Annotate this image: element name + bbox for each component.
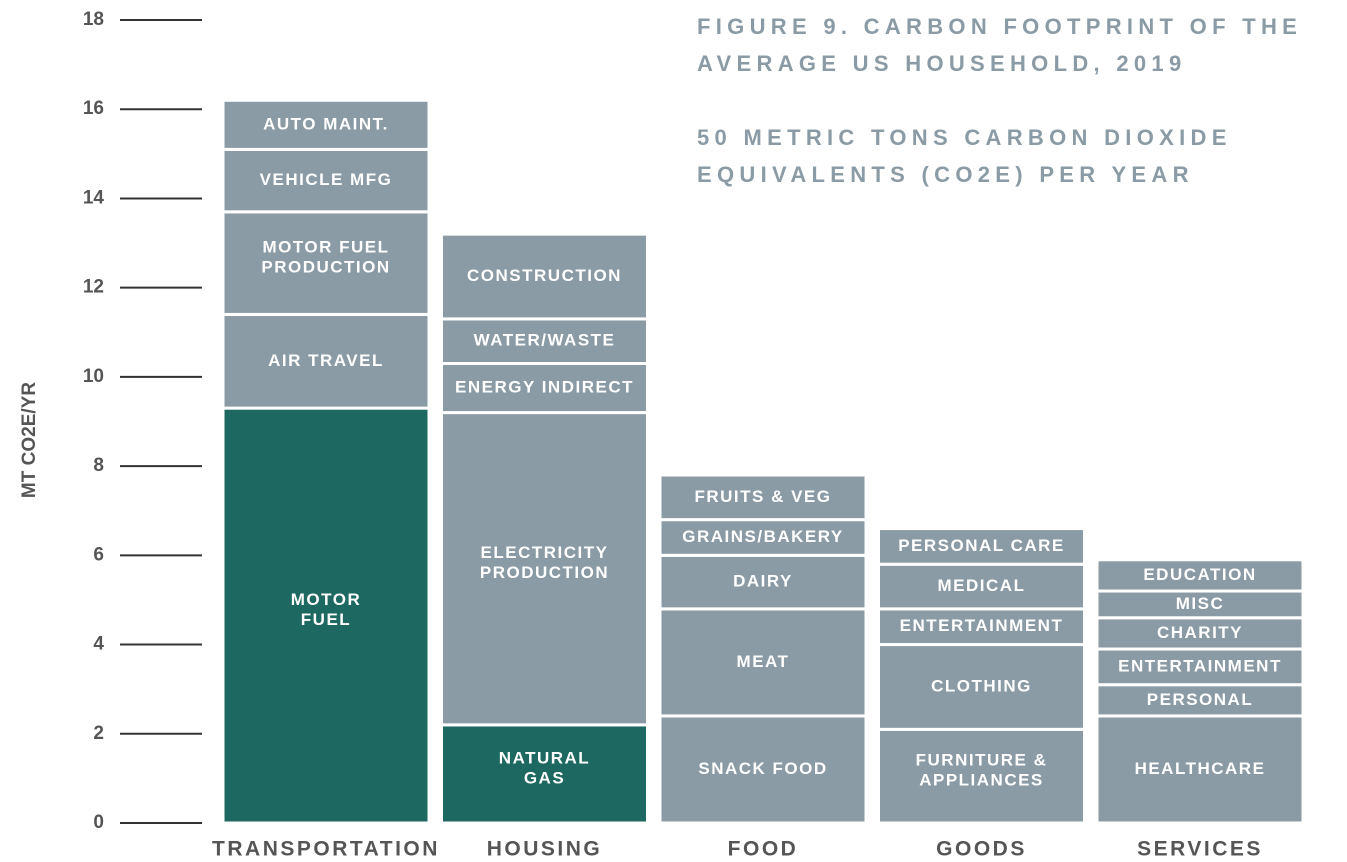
bar-segment	[221, 98, 431, 151]
segment-label: CHARITY	[1157, 623, 1243, 642]
bar-segment	[440, 317, 649, 366]
bar-segment	[658, 714, 868, 825]
segment-label: ENTERTAINMENT	[1118, 656, 1282, 675]
segment-label: FRUITS & VEG	[694, 487, 831, 506]
segment-label: ENERGY INDIRECT	[455, 378, 634, 397]
bar-segment	[877, 727, 1086, 825]
segment-label: CLOTHING	[931, 676, 1032, 695]
segment-label: AIR TRAVEL	[268, 351, 384, 370]
x-tick-label: FOOD	[728, 838, 799, 861]
y-tick-label: 18	[83, 9, 104, 30]
segment-label: APPLIANCES	[919, 771, 1044, 790]
segment-label: VEHICLE MFG	[260, 170, 393, 189]
segment-label: GRAINS/BAKERY	[682, 527, 844, 546]
x-tick-label: GOODS	[936, 838, 1027, 861]
segment-label: FUEL	[301, 610, 351, 629]
segment-label: PERSONAL CARE	[898, 536, 1065, 555]
segment-label: MEDICAL	[938, 576, 1026, 595]
y-tick-label: 14	[83, 187, 105, 208]
bar-segment	[440, 232, 649, 321]
bar-segment	[440, 411, 649, 727]
bar-segment	[877, 643, 1086, 731]
y-tick-label: 8	[93, 455, 104, 476]
bar-segment	[658, 553, 868, 611]
bar-segment	[1095, 683, 1305, 718]
y-tick-label: 16	[83, 98, 104, 119]
bar-segment	[1095, 558, 1305, 593]
segment-label: MISC	[1176, 594, 1225, 613]
segment-label: PERSONAL	[1147, 690, 1253, 709]
chart-subtitle: EQUIVALENTS (CO2E) PER YEAR	[697, 162, 1194, 187]
chart-subtitle: 50 METRIC TONS CARBON DIOXIDE	[697, 125, 1232, 150]
y-tick-label: 10	[83, 366, 104, 387]
segment-label: MEAT	[737, 652, 790, 671]
segment-label: SNACK FOOD	[698, 759, 827, 778]
y-tick-label: 12	[83, 277, 104, 298]
bar-segment	[221, 147, 431, 214]
segment-label: PRODUCTION	[261, 258, 390, 277]
segment-label: ELECTRICITY	[481, 543, 609, 562]
segment-label: AUTO MAINT.	[263, 114, 389, 133]
segment-label: MOTOR FUEL	[262, 238, 389, 257]
bar-segment	[440, 723, 649, 825]
segment-label: HEALTHCARE	[1135, 759, 1266, 778]
bar-segment	[658, 473, 868, 522]
segment-label: WATER/WASTE	[474, 331, 616, 350]
x-tick-label: TRANSPORTATION	[212, 838, 440, 861]
segment-label: FURNITURE &	[916, 751, 1048, 770]
y-tick-label: 6	[93, 544, 104, 565]
chart-title: AVERAGE US HOUSEHOLD, 2019	[697, 51, 1186, 76]
segment-label: CONSTRUCTION	[467, 266, 622, 285]
segment-label: MOTOR	[291, 590, 361, 609]
bar-segment	[1095, 589, 1305, 620]
chart-title: FIGURE 9. CARBON FOOTPRINT OF THE	[697, 14, 1302, 39]
bar-segment	[877, 527, 1086, 566]
segment-label: PRODUCTION	[480, 563, 609, 582]
x-tick-label: HOUSING	[487, 838, 603, 861]
x-tick-label: SERVICES	[1137, 838, 1263, 861]
bar-segment	[440, 362, 649, 415]
bar-segment	[658, 607, 868, 718]
y-tick-label: 4	[93, 634, 104, 655]
segment-label: NATURAL	[499, 748, 590, 767]
segment-label: GAS	[524, 768, 565, 787]
y-tick-label: 0	[93, 812, 104, 833]
segment-label: DAIRY	[733, 572, 793, 591]
y-tick-label: 2	[93, 723, 104, 744]
bar-segment	[1095, 647, 1305, 687]
bar-segment	[221, 210, 431, 316]
segment-label: ENTERTAINMENT	[900, 616, 1064, 635]
segment-label: EDUCATION	[1143, 565, 1256, 584]
y-axis-label: MT CO2E/YR	[19, 382, 40, 498]
